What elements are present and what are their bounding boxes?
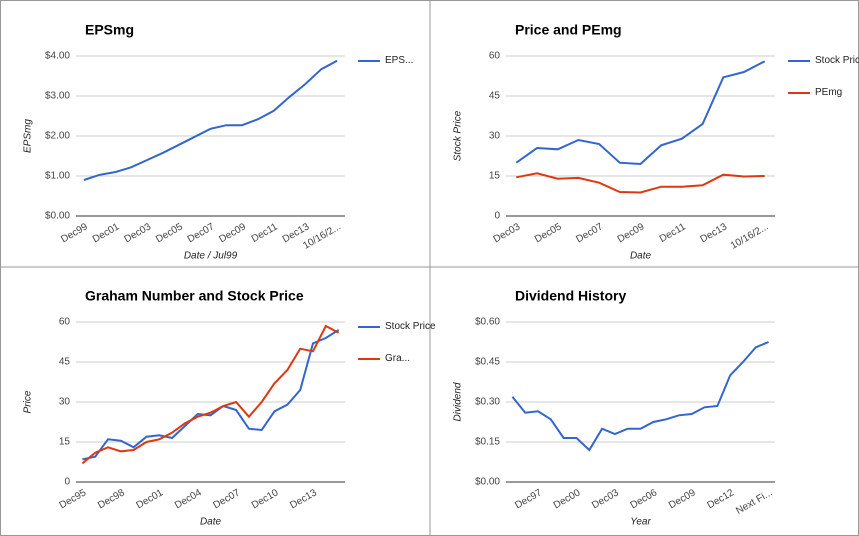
legend-entry: PEmg	[815, 87, 843, 98]
y-tick-label: 60	[59, 317, 71, 328]
y-tick-label: $1.00	[45, 171, 70, 182]
y-axis-title: Stock Price	[453, 110, 464, 161]
y-tick-label: $0.30	[475, 397, 500, 408]
legend-label: EPS...	[385, 55, 414, 66]
line-series	[82, 329, 340, 461]
y-tick-label: $0.60	[475, 317, 500, 328]
y-tick-label: 60	[489, 51, 501, 62]
x-axis-title: Year	[630, 517, 651, 528]
y-tick-label: 45	[59, 357, 71, 368]
legend-label: Stock Price	[815, 55, 859, 66]
line-series	[81, 324, 340, 465]
y-tick-label: $4.00	[45, 51, 70, 62]
y-tick-label: 15	[59, 437, 71, 448]
legend-entry: Stock Price	[385, 321, 436, 332]
y-tick-label: 15	[489, 171, 501, 182]
legend-entry: EPS...	[385, 55, 414, 66]
chart-title: EPSmg	[85, 22, 134, 38]
x-axis-title: Date / Jul99	[184, 251, 238, 262]
x-axis-title: Date	[630, 251, 652, 262]
y-axis-title: Dividend	[453, 382, 464, 421]
line-series	[511, 341, 769, 452]
y-tick-label: 45	[489, 91, 501, 102]
legend-entry: Gra...	[385, 353, 411, 364]
legend-label: PEmg	[815, 87, 843, 98]
y-tick-label: $2.00	[45, 131, 70, 142]
line-series	[515, 60, 766, 166]
y-tick-label: $3.00	[45, 91, 70, 102]
legend-label: Gra...	[385, 353, 411, 364]
x-axis-title: Date	[200, 517, 222, 528]
y-tick-label: 0	[494, 211, 500, 222]
y-tick-label: $0.15	[475, 437, 500, 448]
chart-title: Dividend History	[515, 288, 626, 304]
y-axis-title: Price	[23, 390, 34, 413]
y-tick-label: 0	[64, 477, 70, 488]
y-tick-label: $0.45	[475, 357, 500, 368]
y-tick-label: $0.00	[475, 477, 500, 488]
y-tick-label: 30	[59, 397, 71, 408]
legend-label: Stock Price	[385, 321, 436, 332]
line-series	[516, 172, 765, 194]
legend-entry: Stock Price	[815, 55, 859, 66]
chart-title: Price and PEmg	[515, 22, 622, 38]
chart-title: Graham Number and Stock Price	[85, 288, 304, 304]
y-tick-label: 30	[489, 131, 501, 142]
line-series	[83, 59, 338, 181]
y-tick-label: $0.00	[45, 211, 70, 222]
y-axis-title: EPSmg	[23, 119, 34, 153]
